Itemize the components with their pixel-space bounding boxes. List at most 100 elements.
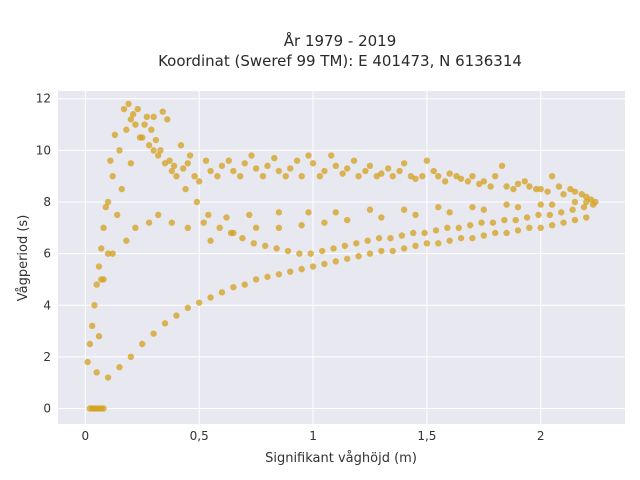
data-point [132,224,139,232]
data-point [287,165,294,172]
data-point [571,216,579,224]
data-point [127,160,135,167]
data-point [298,265,305,273]
y-tick-labels: 0 2 4 6 8 10 12 [36,92,51,416]
data-point [173,172,180,180]
plot-background [58,91,625,424]
data-point [321,219,328,226]
y-tick-label: 0 [43,402,51,416]
data-point [216,224,223,232]
data-point [123,237,130,244]
data-point [435,240,442,247]
data-point [523,214,531,221]
data-point [157,147,164,154]
data-point [95,333,103,340]
y-tick-label: 12 [36,92,51,106]
data-point [259,172,267,180]
y-tick-label: 6 [43,247,51,261]
data-point [86,340,94,348]
data-point [154,152,162,159]
data-point [546,211,554,219]
data-point [239,234,246,242]
y-tick-label: 8 [43,195,51,209]
data-point [430,167,437,175]
data-point [273,245,280,252]
data-point [129,111,137,118]
data-point [571,188,579,195]
data-point [457,175,465,182]
data-point [441,178,449,185]
data-point [114,211,121,219]
data-point [389,247,396,255]
data-point [480,178,488,185]
data-point [353,240,360,247]
data-point [127,116,135,123]
data-point [560,219,567,226]
x-tick-label: 2 [537,429,545,443]
data-point [469,172,476,180]
data-point [583,198,590,206]
data-point [514,227,522,234]
data-point [125,100,132,108]
data-point [589,201,597,208]
data-point [186,152,194,159]
data-point [236,172,244,180]
data-point [355,253,362,260]
data-point [166,157,173,164]
data-point [432,227,440,234]
data-point [177,142,185,149]
data-point [548,172,556,180]
data-point [200,219,207,226]
data-point [343,255,351,262]
data-point [195,178,203,185]
data-point [332,162,340,170]
data-point [282,172,289,180]
data-point [396,167,403,175]
data-point [560,191,567,198]
data-point [91,302,98,309]
data-point [252,165,260,172]
data-point [410,229,417,237]
data-point [501,216,508,224]
data-point [250,240,258,247]
data-point [98,405,105,412]
data-point [480,206,488,213]
data-point [109,172,116,180]
data-point [248,152,255,159]
data-point [412,242,419,250]
data-point [202,157,210,164]
data-point [580,203,588,211]
data-point [444,224,451,232]
data-point [478,219,485,226]
data-point [241,160,248,167]
data-point [464,178,472,185]
data-point [275,167,283,175]
chart-subtitle: Koordinat (Sweref 99 TM): E 401473, N 61… [158,52,522,70]
data-point [150,113,157,121]
data-point [148,126,155,133]
data-point [332,258,340,265]
data-point [318,247,326,255]
data-point [378,247,385,255]
x-tick-label: 0 [82,429,90,443]
data-point [111,131,119,139]
data-point [535,211,542,219]
data-point [364,237,371,244]
data-point [293,157,301,164]
data-point [104,198,112,206]
data-point [492,229,499,237]
x-axis-label: Signifikant våghöjd (m) [265,451,417,466]
x-tick-label: 1 [309,429,317,443]
data-point [480,232,488,239]
data-point [558,209,565,216]
x-tick-label: 1,5 [417,429,436,443]
data-point [127,353,135,361]
data-points [84,100,599,412]
data-point [332,209,340,216]
data-point [182,185,189,193]
data-point [95,263,103,270]
data-point [100,224,107,232]
data-point [421,229,428,237]
data-point [537,201,544,208]
